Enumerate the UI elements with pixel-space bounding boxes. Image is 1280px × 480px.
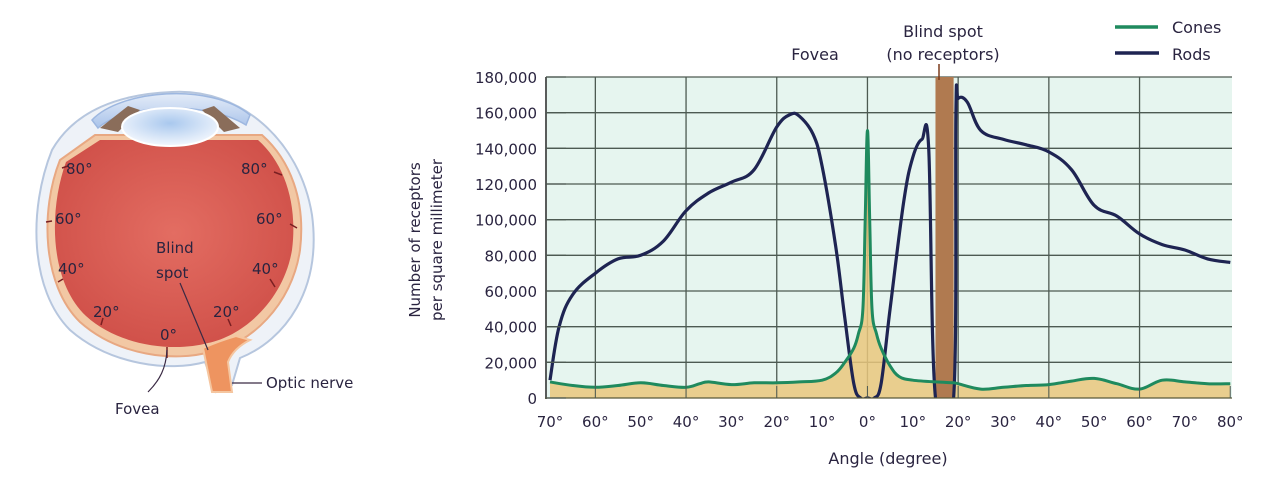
legend: Cones Rods xyxy=(1115,18,1221,64)
x-tick-label: 20° xyxy=(763,413,790,431)
legend-label-rods: Rods xyxy=(1172,45,1211,64)
angle-labels: 80° 60° 40° 20° 80° 60° 40° 20° 0° xyxy=(55,160,283,344)
y-tick-label: 140,000 xyxy=(475,140,537,158)
eye-iris-right xyxy=(202,106,240,132)
blind-spot-pointer xyxy=(179,282,209,351)
angle-label-left-40: 40° xyxy=(58,260,85,278)
y-tick-label: 80,000 xyxy=(485,247,538,265)
blind-spot-label-line1: Blind xyxy=(156,239,194,257)
y-tick-label: 100,000 xyxy=(475,212,537,230)
y-tick-label: 40,000 xyxy=(485,319,538,337)
angle-label-left-60: 60° xyxy=(55,210,82,228)
y-tick-label: 180,000 xyxy=(475,69,537,87)
y-tick-label: 120,000 xyxy=(475,176,537,194)
x-tick-label: 50° xyxy=(627,413,654,431)
angle-label-left-20: 20° xyxy=(93,303,120,321)
fovea-label: Fovea xyxy=(115,400,160,418)
x-tick-label: 60° xyxy=(1126,413,1153,431)
legend-item-rods: Rods xyxy=(1115,45,1211,64)
x-tick-label: 70° xyxy=(1172,413,1199,431)
fovea-annotation: Fovea xyxy=(791,45,839,64)
y-axis-title-line1: Number of receptors xyxy=(406,162,424,318)
x-tick-label: 50° xyxy=(1081,413,1108,431)
x-tick-label: 20° xyxy=(945,413,972,431)
angle-label-right-60: 60° xyxy=(256,210,283,228)
eye-vitreous xyxy=(54,140,294,348)
y-tick-label: 20,000 xyxy=(485,354,538,372)
x-tick-label: 80° xyxy=(1217,413,1244,431)
y-tick-label: 160,000 xyxy=(475,105,537,123)
x-tick-label: 10° xyxy=(900,413,927,431)
receptor-density-chart: 0 20,000 40,000 60,000 80,000 100,000 120,000 1… xyxy=(406,18,1244,468)
x-tick-label: 0° xyxy=(859,413,876,431)
blind-spot-annotation-line2: (no receptors) xyxy=(886,45,999,64)
eye-iris-left xyxy=(100,106,140,132)
y-axis-title-line2: per square millimeter xyxy=(428,158,446,321)
legend-item-cones: Cones xyxy=(1115,18,1221,37)
rods-line xyxy=(548,83,1231,398)
angle-label-right-80: 80° xyxy=(241,160,268,178)
blind-spot-label-line2: spot xyxy=(156,264,189,282)
x-tick-label: 70° xyxy=(537,413,564,431)
legend-label-cones: Cones xyxy=(1172,18,1221,37)
optic-nerve-label: Optic nerve xyxy=(266,374,353,392)
x-axis-title: Angle (degree) xyxy=(828,449,947,468)
x-tick-label: 60° xyxy=(582,413,609,431)
plot-area xyxy=(545,77,1232,398)
blind-spot-annotation-line1: Blind spot xyxy=(903,22,983,41)
y-tick-labels: 0 20,000 40,000 60,000 80,000 100,000 120,000 1… xyxy=(475,69,566,408)
blind-spot-bar xyxy=(935,77,954,398)
angle-label-center-0: 0° xyxy=(160,326,177,344)
x-tick-label: 30° xyxy=(990,413,1017,431)
angle-label-left-80: 80° xyxy=(66,160,93,178)
y-tick-label: 60,000 xyxy=(485,283,538,301)
cones-line xyxy=(549,129,1231,391)
x-tick-labels: 70° 60° 50° 40° 30° 20° 10° 0° 10° 20° 30° 40° 50° 60… xyxy=(537,386,1244,431)
eye-diagram: 80° 60° 40° 20° 80° 60° 40° 20° 0° Blind… xyxy=(35,90,353,418)
x-tick-label: 10° xyxy=(809,413,836,431)
y-tick-label: 0 xyxy=(527,390,537,408)
x-tick-label: 30° xyxy=(718,413,745,431)
angle-label-right-20: 20° xyxy=(213,303,240,321)
x-tick-label: 40° xyxy=(673,413,700,431)
x-tick-label: 40° xyxy=(1036,413,1063,431)
fovea-pointer xyxy=(147,349,168,393)
angle-label-right-40: 40° xyxy=(252,260,279,278)
eye-lens xyxy=(121,107,219,147)
optic-nerve xyxy=(201,334,253,393)
